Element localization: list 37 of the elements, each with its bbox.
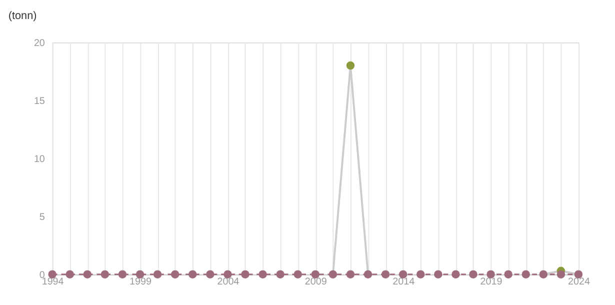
point: [276, 270, 284, 278]
point: [66, 270, 74, 278]
point: [346, 61, 355, 70]
point: [539, 270, 548, 278]
point: [258, 270, 267, 278]
point: [83, 270, 92, 278]
point: [206, 270, 214, 278]
x-tick-label: 2009: [304, 276, 328, 288]
x-tick-label: 2019: [480, 276, 503, 288]
x-tick-label: 1994: [42, 276, 64, 288]
point: [469, 270, 478, 278]
point: [381, 270, 390, 278]
point: [452, 270, 460, 278]
point: [100, 270, 110, 278]
x-tick-label: 1999: [130, 276, 152, 288]
point: [153, 270, 162, 278]
x-tick-label: 2014: [392, 276, 416, 288]
point: [504, 270, 512, 278]
y-tick-label: 20: [34, 38, 46, 49]
x-tick-label: 2004: [217, 276, 240, 288]
point: [416, 270, 425, 278]
point: [294, 270, 302, 278]
y-tick-label: 15: [34, 96, 46, 107]
y-tick-label: 10: [34, 154, 46, 165]
point: [170, 270, 180, 278]
point: [328, 270, 338, 278]
point: [118, 270, 127, 278]
point: [346, 270, 355, 278]
x-tick-label: 2024: [568, 276, 590, 288]
point: [522, 270, 530, 278]
point: [434, 270, 442, 278]
point: [241, 270, 250, 278]
point: [364, 270, 372, 278]
y-tick-label: 5: [39, 212, 46, 223]
point: [556, 270, 566, 278]
y-axis-title: (tonn): [8, 10, 37, 22]
point: [188, 270, 197, 278]
